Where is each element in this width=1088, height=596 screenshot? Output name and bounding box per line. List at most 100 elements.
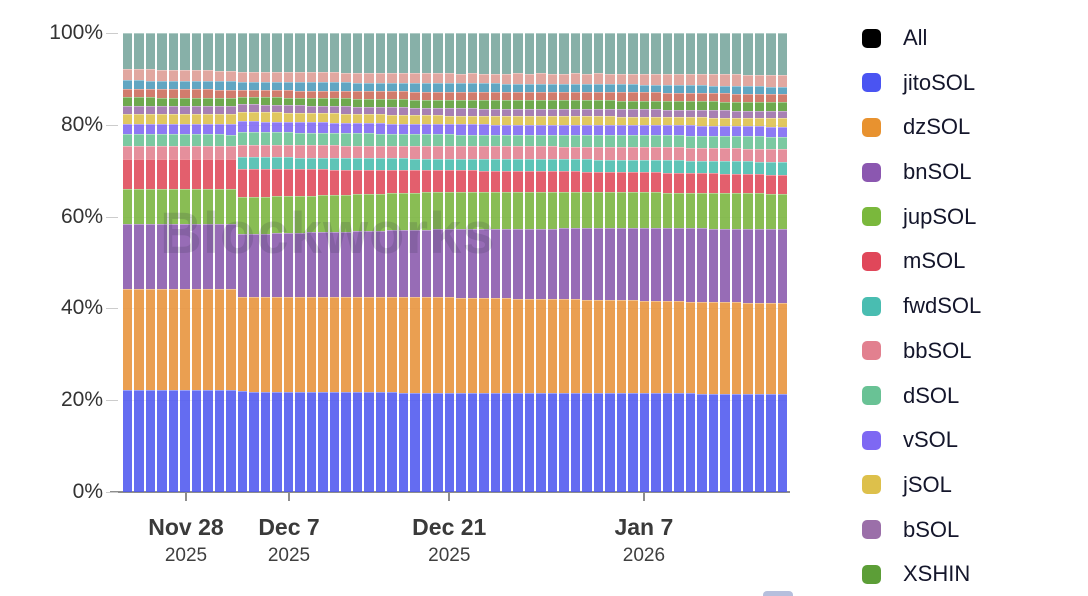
bar-segment-dzSOL[interactable] <box>226 289 236 390</box>
bar-segment-unlabeled-terracotta[interactable] <box>180 89 190 98</box>
bar-segment-bSOL[interactable] <box>123 105 133 114</box>
bar-segment-unlabeled-sage[interactable] <box>410 33 420 74</box>
bar-segment-unlabeled-terracotta[interactable] <box>168 89 179 98</box>
bar-segment-fwdSOL[interactable] <box>697 160 707 174</box>
bar-segment-unlabeled-terracotta[interactable] <box>582 92 592 101</box>
bar-segment-XSHIN[interactable] <box>479 100 489 109</box>
bar-segment-unlabeled-sage[interactable] <box>720 33 730 75</box>
bar-segment-mSOL[interactable] <box>444 170 455 192</box>
bar-segment-unlabeled-salmon[interactable] <box>731 74 742 87</box>
stacked-bar[interactable] <box>513 33 523 492</box>
bar-segment-jSOL[interactable] <box>490 115 500 125</box>
bar-segment-unlabeled-sage[interactable] <box>605 33 615 74</box>
bar-segment-bnSOL[interactable] <box>662 228 673 302</box>
stacked-bar[interactable] <box>490 33 500 492</box>
bar-segment-dzSOL[interactable] <box>318 297 328 393</box>
bar-segment-mSOL[interactable] <box>318 169 328 196</box>
bar-segment-bbSOL[interactable] <box>697 147 707 161</box>
bar-segment-mSOL[interactable] <box>639 172 650 193</box>
bar-segment-dSOL[interactable] <box>616 134 627 147</box>
bar-segment-jSOL[interactable] <box>145 113 156 125</box>
bar-segment-jitoSOL[interactable] <box>444 392 455 492</box>
bar-segment-XSHIN[interactable] <box>226 97 236 107</box>
bar-segment-dSOL[interactable] <box>410 134 420 146</box>
stacked-bar[interactable] <box>237 33 248 492</box>
bar-segment-bSOL[interactable] <box>456 108 466 116</box>
bar-segment-dSOL[interactable] <box>628 134 638 147</box>
bar-segment-bbSOL[interactable] <box>582 146 592 160</box>
bar-segment-unlabeled-steelblue[interactable] <box>490 83 500 92</box>
bar-segment-unlabeled-salmon[interactable] <box>639 73 650 85</box>
bar-segment-unlabeled-salmon[interactable] <box>674 73 684 86</box>
bar-segment-jupSOL[interactable] <box>295 195 305 233</box>
bar-segment-jSOL[interactable] <box>387 114 397 124</box>
bar-segment-bSOL[interactable] <box>318 105 328 114</box>
bar-segment-jSOL[interactable] <box>260 112 271 122</box>
bar-segment-unlabeled-steelblue[interactable] <box>306 82 317 91</box>
bar-segment-bbSOL[interactable] <box>318 145 328 158</box>
bar-segment-unlabeled-steelblue[interactable] <box>731 86 742 94</box>
bar-segment-unlabeled-terracotta[interactable] <box>134 89 144 98</box>
stacked-bar[interactable] <box>651 33 661 492</box>
bar-segment-vSOL[interactable] <box>651 125 661 136</box>
bar-segment-XSHIN[interactable] <box>433 99 443 109</box>
bar-segment-jSOL[interactable] <box>605 116 615 125</box>
bar-segment-unlabeled-salmon[interactable] <box>605 73 615 85</box>
bar-segment-unlabeled-sage[interactable] <box>433 33 443 74</box>
bar-segment-fwdSOL[interactable] <box>766 161 776 175</box>
bar-segment-unlabeled-steelblue[interactable] <box>559 83 569 93</box>
bar-segment-fwdSOL[interactable] <box>306 157 317 170</box>
bar-segment-mSOL[interactable] <box>283 169 294 197</box>
bar-segment-mSOL[interactable] <box>329 169 340 195</box>
bar-segment-jSOL[interactable] <box>157 114 167 125</box>
bar-segment-bnSOL[interactable] <box>306 232 317 298</box>
bar-segment-dSOL[interactable] <box>387 133 397 146</box>
bar-segment-vSOL[interactable] <box>605 124 615 135</box>
bar-segment-dzSOL[interactable] <box>272 297 282 392</box>
stacked-bar[interactable] <box>766 33 776 492</box>
bar-segment-unlabeled-terracotta[interactable] <box>628 92 638 101</box>
bar-segment-jitoSOL[interactable] <box>766 393 776 492</box>
bar-segment-bSOL[interactable] <box>272 104 282 113</box>
bar-segment-bSOL[interactable] <box>306 105 317 113</box>
bar-segment-bSOL[interactable] <box>410 107 420 116</box>
bar-segment-bnSOL[interactable] <box>467 228 478 298</box>
bar-segment-unlabeled-salmon[interactable] <box>375 72 386 83</box>
bar-segment-jupSOL[interactable] <box>191 188 202 224</box>
bar-segment-unlabeled-terracotta[interactable] <box>467 91 478 101</box>
bar-segment-unlabeled-salmon[interactable] <box>318 72 328 83</box>
bar-segment-unlabeled-terracotta[interactable] <box>249 90 259 98</box>
bar-segment-bnSOL[interactable] <box>513 228 523 299</box>
bar-segment-jupSOL[interactable] <box>559 192 569 229</box>
bar-segment-jitoSOL[interactable] <box>479 392 489 492</box>
bar-segment-unlabeled-terracotta[interactable] <box>593 92 604 101</box>
bar-segment-jupSOL[interactable] <box>134 188 144 224</box>
bar-segment-jitoSOL[interactable] <box>341 392 351 492</box>
bar-segment-unlabeled-sage[interactable] <box>123 33 133 69</box>
bar-segment-jupSOL[interactable] <box>283 196 294 233</box>
bar-segment-unlabeled-sage[interactable] <box>180 33 190 70</box>
bar-segment-unlabeled-sage[interactable] <box>570 33 581 74</box>
bar-segment-vSOL[interactable] <box>168 124 179 135</box>
bar-segment-unlabeled-steelblue[interactable] <box>168 80 179 90</box>
bar-segment-unlabeled-sage[interactable] <box>501 33 512 74</box>
bar-segment-mSOL[interactable] <box>582 171 592 193</box>
bar-segment-bSOL[interactable] <box>226 106 236 115</box>
bar-segment-jSOL[interactable] <box>433 115 443 125</box>
bar-segment-unlabeled-salmon[interactable] <box>490 73 500 84</box>
legend-item-bSOL[interactable]: bSOL <box>862 511 981 549</box>
bar-segment-bnSOL[interactable] <box>410 229 420 298</box>
bar-segment-unlabeled-terracotta[interactable] <box>605 92 615 101</box>
bar-segment-XSHIN[interactable] <box>651 100 661 110</box>
bar-segment-unlabeled-terracotta[interactable] <box>513 92 523 101</box>
bar-segment-XSHIN[interactable] <box>731 101 742 111</box>
bar-segment-dzSOL[interactable] <box>306 297 317 392</box>
bar-segment-jupSOL[interactable] <box>272 196 282 234</box>
bar-segment-jSOL[interactable] <box>536 116 546 125</box>
bar-segment-dzSOL[interactable] <box>295 297 305 392</box>
bar-segment-bbSOL[interactable] <box>766 148 776 162</box>
bar-segment-dSOL[interactable] <box>249 131 259 146</box>
bar-segment-unlabeled-sage[interactable] <box>444 33 455 74</box>
bar-segment-mSOL[interactable] <box>616 171 627 193</box>
bar-segment-bnSOL[interactable] <box>375 230 386 298</box>
